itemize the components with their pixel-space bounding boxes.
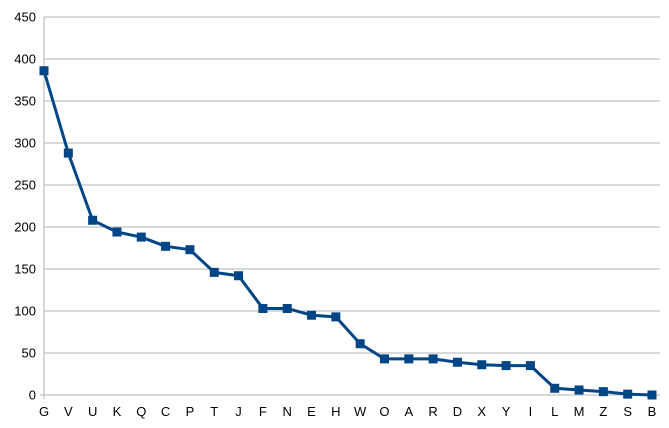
y-axis-tick-labels: 0 50 100 150 200 250 300 350 400 450 [14, 10, 36, 403]
data-point-O [379, 354, 389, 364]
data-point-U [88, 215, 98, 225]
data-point-M [574, 385, 584, 395]
data-point-W [355, 339, 365, 349]
x-tick-label: G [39, 404, 49, 419]
x-tick-label: Q [136, 404, 146, 419]
x-tick-label: R [428, 404, 437, 419]
x-tick-label: H [331, 404, 340, 419]
data-point-Y [501, 361, 511, 371]
x-tick-label: I [529, 404, 533, 419]
data-point-F [258, 303, 268, 313]
y-tick-label: 450 [14, 10, 36, 25]
x-tick-label: B [648, 404, 657, 419]
x-tick-label: E [307, 404, 316, 419]
data-point-I [525, 361, 535, 371]
x-tick-label: W [354, 404, 367, 419]
data-point-N [282, 303, 292, 313]
data-point-G [39, 66, 49, 76]
x-tick-label: K [113, 404, 122, 419]
gridlines [44, 16, 660, 354]
data-point-T [209, 267, 219, 277]
y-tick-label: 50 [22, 346, 36, 361]
data-point-K [112, 227, 122, 237]
data-point-H [331, 312, 341, 322]
x-tick-label: N [283, 404, 292, 419]
data-point-D [452, 357, 462, 367]
x-tick-label: D [453, 404, 462, 419]
x-tick-label: T [210, 404, 218, 419]
y-tick-label: 300 [14, 136, 36, 151]
data-point-E [307, 310, 317, 320]
data-point-Q [136, 232, 146, 242]
x-tick-label: Y [502, 404, 511, 419]
x-tick-label: C [161, 404, 170, 419]
y-tick-label: 350 [14, 94, 36, 109]
x-tick-label: Z [599, 404, 607, 419]
series-line [42, 70, 653, 397]
x-tick-label: J [235, 404, 242, 419]
y-tick-label: 400 [14, 52, 36, 67]
x-tick-label: X [477, 404, 486, 419]
x-tick-label: U [88, 404, 97, 419]
x-tick-label: V [64, 404, 73, 419]
x-tick-label: M [574, 404, 585, 419]
data-point-V [63, 148, 73, 158]
x-tick-label: S [623, 404, 632, 419]
data-point-P [185, 245, 195, 255]
y-tick-label: 150 [14, 262, 36, 277]
y-tick-label: 100 [14, 304, 36, 319]
data-point-R [428, 354, 438, 364]
data-point-J [234, 271, 244, 281]
data-point-S [623, 389, 633, 399]
x-tick-label: F [259, 404, 267, 419]
y-tick-label: 200 [14, 220, 36, 235]
data-point-X [477, 360, 487, 370]
series-markers [39, 66, 657, 400]
x-tick-label: L [551, 404, 558, 419]
data-point-C [161, 241, 171, 251]
y-tick-label: 0 [29, 388, 36, 403]
data-point-Z [598, 387, 608, 397]
x-tick-label: P [186, 404, 195, 419]
data-point-A [404, 354, 414, 364]
y-tick-label: 250 [14, 178, 36, 193]
data-point-B [647, 390, 657, 400]
data-point-L [550, 383, 560, 393]
x-tick-label: O [379, 404, 389, 419]
x-tick-label: A [404, 404, 413, 419]
